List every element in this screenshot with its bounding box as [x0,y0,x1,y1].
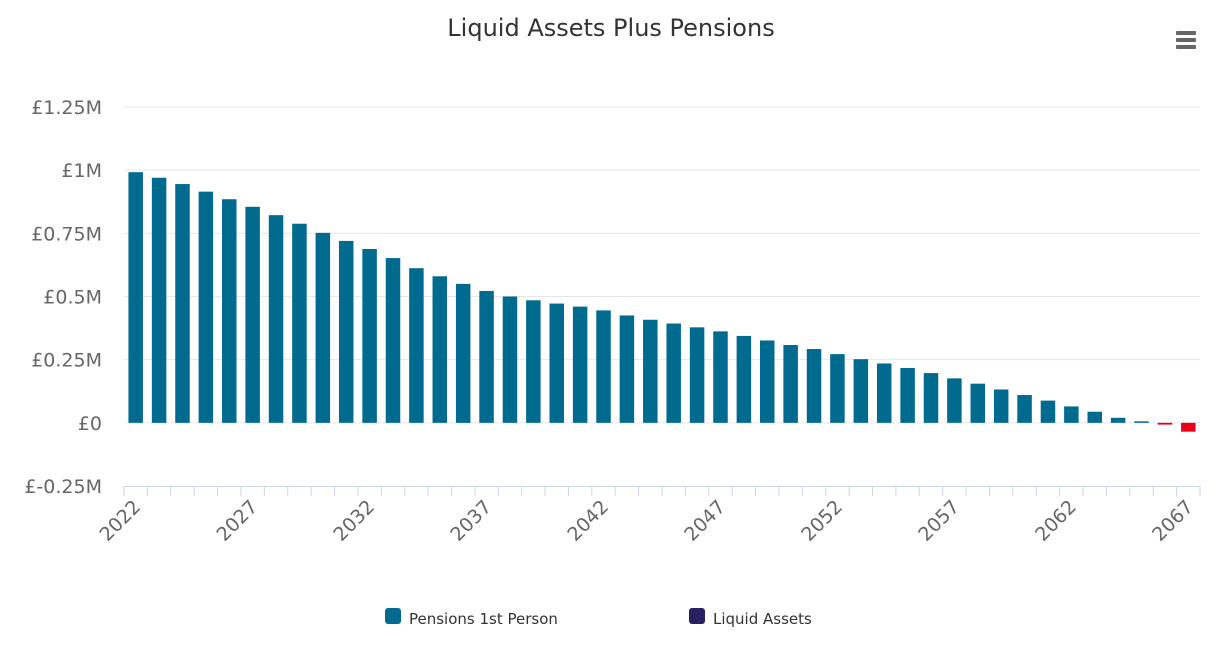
bar-pensions-2040 [549,303,564,423]
menu-icon-line-bottom [1176,45,1196,49]
legend-label-pensions: Pensions 1st Person [409,610,558,628]
x-axis-tick-label: 2027 [212,496,262,546]
bar-liquid-assets-2066 [1157,422,1173,425]
bar-pensions-2044 [643,319,658,423]
legend-item-liquid-assets[interactable]: Liquid Assets [689,608,812,628]
bar-pensions-2022 [128,172,143,423]
bar-pensions-2065 [1134,421,1149,423]
x-axis: 2022 2027 2032 2037 2042 2047 2052 2057 2062 2067 [95,486,1201,546]
x-axis-tick-label: 2037 [446,496,496,546]
y-axis-tick-label: £-0.25M [24,476,102,498]
x-axis-tick-label: 2057 [914,496,964,546]
chart-menu-button[interactable] [1166,24,1206,56]
bar-pensions-2029 [292,223,307,423]
bar-pensions-2041 [572,306,588,423]
y-axis-tick-label: £0.5M [43,287,102,309]
legend-swatch-pensions [385,608,401,624]
bar-pensions-2046 [689,327,705,423]
bar-pensions-2048 [736,335,752,423]
x-axis-tick-label: 2032 [329,496,379,546]
bar-pensions-2047 [713,331,728,423]
bar-pensions-2027 [245,206,260,423]
chart-title: Liquid Assets Plus Pensions [447,14,774,42]
bar-pensions-2063 [1087,411,1102,423]
bar-liquid-assets-2067 [1181,422,1196,432]
bar-pensions-2055 [900,368,915,423]
x-axis-tick-label: 2052 [797,496,847,546]
bar-pensions-2030 [315,232,331,423]
bar-pensions-2050 [783,345,798,423]
bar-pensions-2049 [760,340,775,423]
bar-pensions-2035 [432,276,448,423]
y-axis-tick-label: £0 [78,413,102,435]
bar-pensions-2064 [1110,417,1126,423]
bar-pensions-2059 [993,389,1009,423]
bar-pensions-2062 [1064,406,1079,423]
y-axis-tick-label: £0.25M [31,350,102,372]
bar-pensions-2051 [806,349,822,423]
bar-pensions-2037 [479,290,494,423]
y-axis-tick-label: £1.25M [31,97,102,119]
bar-pensions-2024 [175,184,190,423]
bar-pensions-2034 [409,268,424,423]
bar-pensions-2061 [1040,400,1056,423]
hamburger-menu-icon [1176,31,1196,49]
bar-pensions-2032 [362,249,377,423]
x-axis-tick-label: 2042 [563,496,613,546]
x-axis-tick-label: 2067 [1148,496,1198,546]
bar-pensions-2052 [830,354,845,423]
menu-icon-line-top [1176,31,1196,35]
bar-pensions-2053 [853,359,869,423]
y-axis-tick-label: £1M [61,160,102,182]
bar-pensions-2045 [666,323,681,423]
x-axis-tick-label: 2047 [680,496,730,546]
legend-label-liquid-assets: Liquid Assets [713,610,812,628]
x-axis-tick-label: 2022 [95,496,145,546]
bar-pensions-2025 [198,191,214,423]
bar-pensions-2058 [970,383,986,423]
y-axis-labels: £-0.25M £0 £0.25M £0.5M £0.75M £1M £1.25M [24,97,102,498]
bar-series [128,172,1196,432]
bar-pensions-2039 [526,300,541,423]
x-axis-tick-label: 2062 [1031,496,1081,546]
bar-pensions-2056 [923,373,939,423]
bar-pensions-2042 [596,310,611,423]
menu-icon-line-middle [1176,38,1196,42]
bar-pensions-2028 [268,215,284,423]
bar-pensions-2043 [619,315,635,423]
bar-pensions-2054 [876,363,892,423]
bar-pensions-2036 [455,283,471,423]
bar-pensions-2033 [385,258,401,423]
bar-pensions-2026 [222,199,237,423]
bar-pensions-2038 [502,296,518,423]
bar-pensions-2031 [338,240,354,423]
legend-item-pensions[interactable]: Pensions 1st Person [385,608,558,628]
bar-pensions-2023 [151,177,167,423]
bar-pensions-2057 [947,378,962,423]
grid-lines [124,106,1200,424]
y-axis-tick-label: £0.75M [31,223,102,245]
legend: Pensions 1st Person Liquid Assets [385,608,812,628]
bar-pensions-2060 [1017,395,1032,423]
legend-swatch-liquid-assets [689,608,705,624]
